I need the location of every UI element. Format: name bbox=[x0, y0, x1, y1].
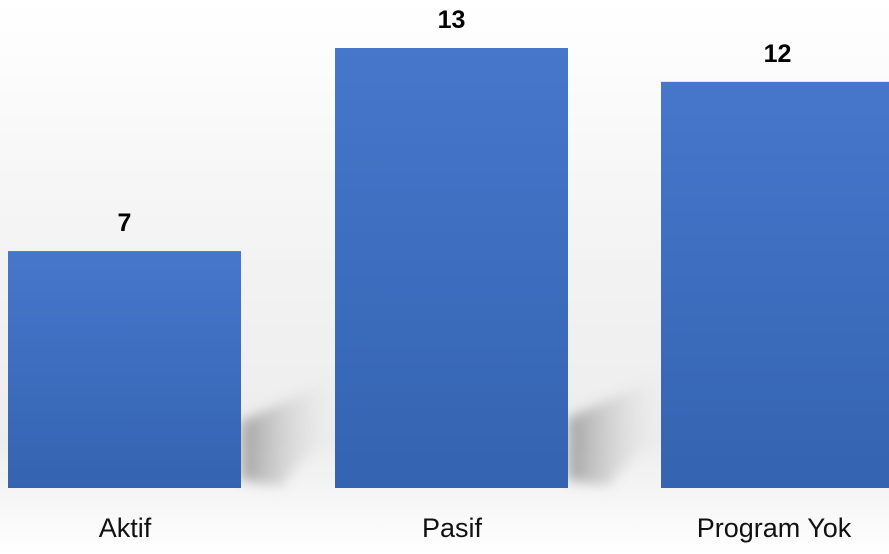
bar-shadows bbox=[241, 378, 658, 486]
data-label: 13 bbox=[438, 6, 466, 34]
x-tick-label: Aktif bbox=[99, 513, 152, 543]
bar-shadow bbox=[241, 381, 331, 486]
bar-program-yok bbox=[661, 81, 889, 488]
x-tick-label: Pasif bbox=[422, 513, 483, 543]
data-label: 7 bbox=[118, 209, 132, 237]
bar-pasif bbox=[335, 48, 568, 488]
category-labels: Aktif Pasif Program Yok bbox=[99, 513, 852, 543]
data-label: 12 bbox=[764, 40, 792, 68]
bar-shadow bbox=[568, 378, 658, 486]
bars bbox=[8, 48, 889, 488]
value-labels: 7 13 12 bbox=[118, 6, 792, 237]
x-tick-label: Program Yok bbox=[697, 513, 852, 543]
bar-aktif bbox=[8, 251, 241, 488]
